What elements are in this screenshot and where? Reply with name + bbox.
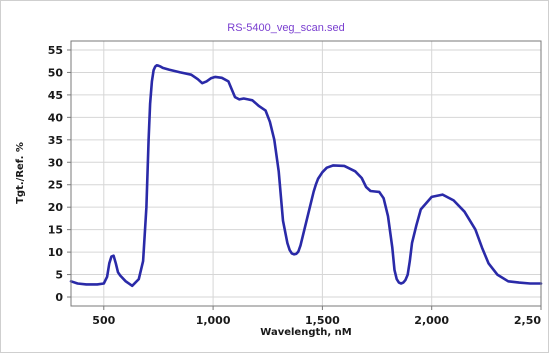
y-tick-label: 30: [48, 156, 64, 169]
plot-border: [70, 40, 542, 307]
x-tick-label: 2,000: [414, 314, 449, 327]
y-tick-label: 10: [48, 246, 64, 259]
series-layer: [69, 64, 543, 288]
y-tick-label: 15: [48, 224, 63, 237]
x-tick-label: 1,000: [196, 314, 231, 327]
x-tick-label: 2,50: [514, 314, 541, 327]
y-tick-label: 0: [55, 291, 63, 304]
y-tick-label: 50: [48, 66, 64, 79]
y-tick-label: 55: [48, 44, 63, 57]
y-axis-label: Tgt./Ref. %: [15, 142, 26, 204]
y-tick-label: 40: [48, 111, 64, 124]
x-tick-labels: 500 1,000 1,500 2,000 2,50: [92, 306, 542, 327]
y-tick-label: 5: [55, 269, 63, 282]
y-tick-labels: 0 5 10 15 20 25 30 35 40 45 50 55: [48, 44, 71, 304]
x-tick-label: 1,500: [305, 314, 340, 327]
spectrum-line: [69, 64, 543, 288]
y-tick-label: 35: [48, 134, 63, 147]
chart-title: RS-5400_veg_scan.sed: [227, 22, 344, 34]
x-tick-label: 500: [92, 314, 115, 327]
y-tick-label: 45: [48, 89, 63, 102]
plot-area: [71, 41, 541, 306]
y-tick-label: 25: [48, 179, 63, 192]
y-tick-label: 20: [48, 201, 64, 214]
x-axis-label: Wavelength, nM: [260, 327, 352, 338]
